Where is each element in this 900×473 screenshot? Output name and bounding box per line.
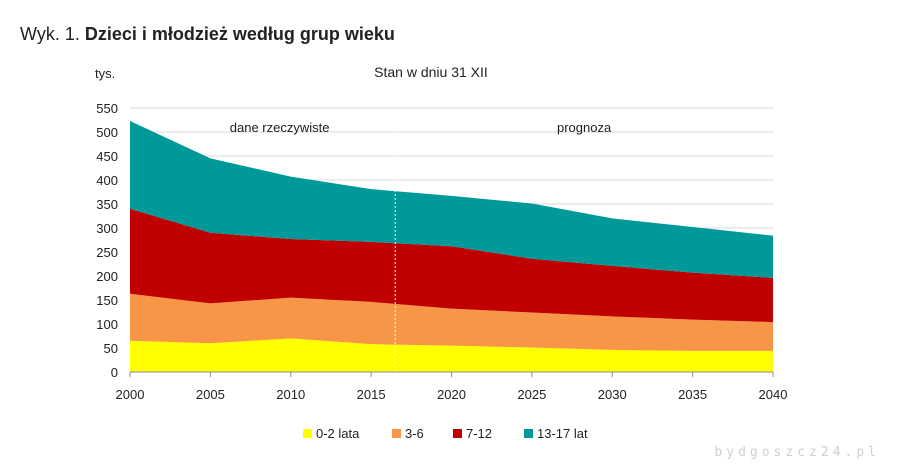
y-tick-label: 200 (96, 269, 118, 284)
area-series (130, 120, 773, 372)
x-tick-label: 2020 (437, 387, 466, 402)
figure-prefix: Wyk. 1. (20, 24, 80, 44)
y-tick-label: 500 (96, 125, 118, 140)
y-tick-label: 250 (96, 245, 118, 260)
y-tick-label: 350 (96, 197, 118, 212)
area-series-2 (130, 293, 773, 351)
y-tick-label: 450 (96, 149, 118, 164)
x-tick-label: 2005 (196, 387, 225, 402)
y-tick-label: 0 (111, 365, 118, 380)
x-tick-label: 2010 (276, 387, 305, 402)
figure-title: Wyk. 1. Dzieci i młodzież według grup wi… (20, 24, 395, 45)
area-series-1 (130, 338, 773, 372)
y-tick-label: 300 (96, 221, 118, 236)
legend-swatch (392, 429, 401, 438)
forecast-label: prognoza (557, 120, 612, 135)
legend-label: 3-6 (405, 426, 424, 441)
area-series-4 (130, 120, 773, 278)
y-tick-label: 50 (104, 341, 118, 356)
y-axis-label: tys. (95, 66, 115, 81)
x-tick-label: 2015 (357, 387, 386, 402)
annotations: dane rzeczywiste prognoza (230, 120, 612, 372)
y-tick-label: 550 (96, 101, 118, 116)
y-tick-label: 150 (96, 293, 118, 308)
chart-subtitle: Stan w dniu 31 XII (374, 64, 488, 80)
legend-label: 0-2 lata (316, 426, 360, 441)
legend-swatch (524, 429, 533, 438)
legend: 0-2 lata 3-6 7-12 13-17 lat (303, 426, 588, 441)
figure-title-text: Dzieci i młodzież według grup wieku (84, 24, 395, 44)
legend-label: 7-12 (466, 426, 492, 441)
area-series-3 (130, 208, 773, 323)
y-tick-label: 400 (96, 173, 118, 188)
actual-data-label: dane rzeczywiste (230, 120, 330, 135)
y-tick-label: 100 (96, 317, 118, 332)
x-tick-label: 2025 (517, 387, 546, 402)
x-tick-label: 2035 (678, 387, 707, 402)
x-tick-label: 2000 (116, 387, 145, 402)
x-tick-label: 2040 (759, 387, 788, 402)
legend-swatch (453, 429, 462, 438)
x-tick-label: 2030 (598, 387, 627, 402)
axes: 0 50 100 150 200 250 300 350 400 450 500 550 2000 200… (96, 101, 787, 402)
legend-label: 13-17 lat (537, 426, 588, 441)
legend-swatch (303, 429, 312, 438)
watermark: bydgoszcz24.pl (714, 445, 880, 460)
